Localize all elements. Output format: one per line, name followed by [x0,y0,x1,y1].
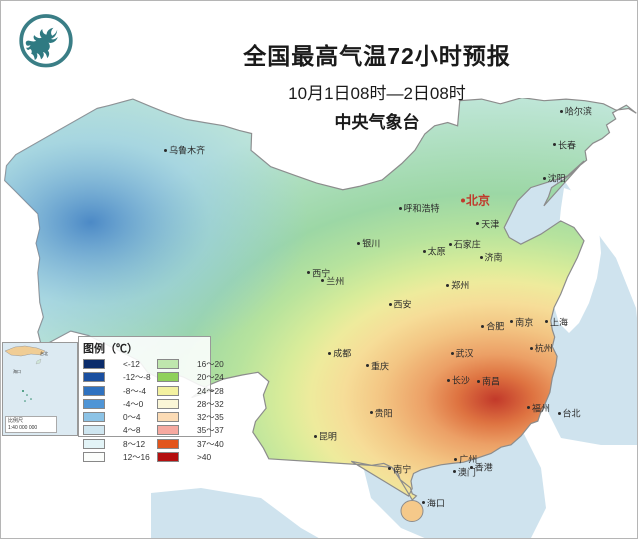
svg-text:海口: 海口 [13,368,21,374]
svg-text:台北: 台北 [40,350,48,356]
